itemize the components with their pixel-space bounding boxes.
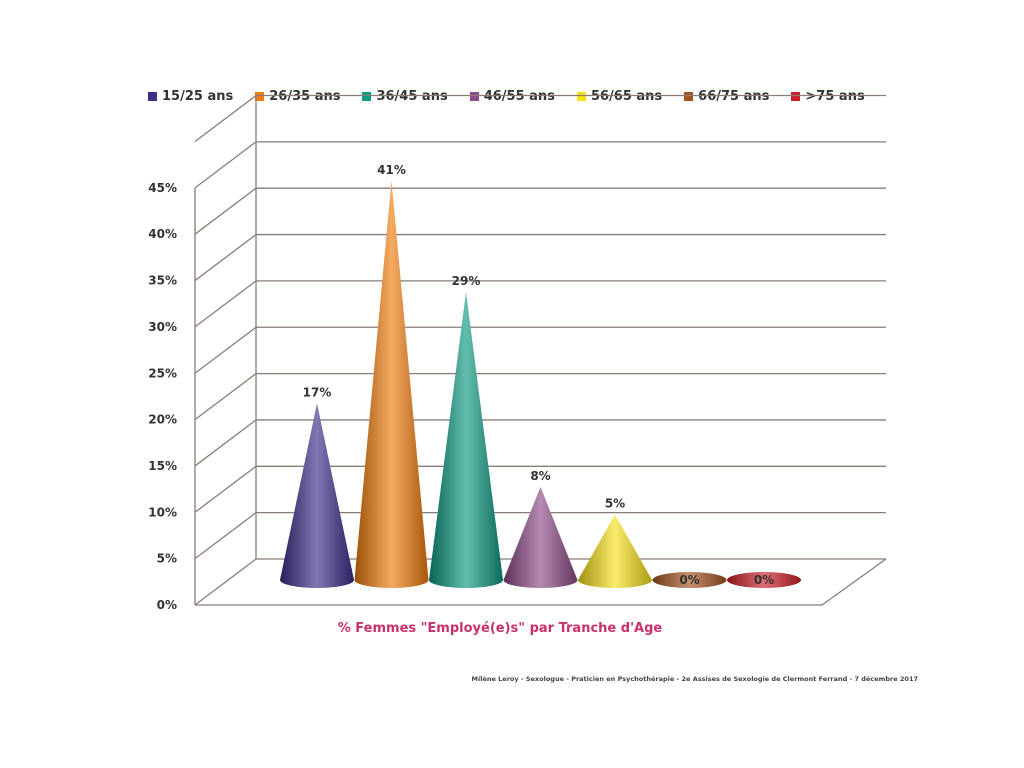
gridline-side: [194, 280, 257, 328]
gridline-side: [194, 373, 257, 421]
gridline-side: [194, 326, 257, 374]
chart-grid: [194, 94, 887, 606]
y-tick-label: 35%: [148, 274, 177, 288]
y-tick-label: 20%: [148, 413, 177, 427]
credit-footer: Mílène Leroy - Sexologue - Praticien en …: [471, 675, 918, 683]
y-tick-label: 10%: [148, 505, 177, 519]
cone-mark: [578, 514, 652, 588]
data-label: 29%: [452, 274, 481, 288]
y-tick-label: 45%: [148, 181, 177, 195]
data-label: 0%: [679, 573, 699, 587]
cone-mark: [354, 180, 429, 588]
gridline-side: [194, 465, 257, 513]
y-tick-label: 15%: [148, 459, 177, 473]
cone-series: [280, 180, 801, 588]
cone-base-mark: [727, 572, 801, 588]
data-labels: 17% 41% 29% 8% 5% 0% 0%: [303, 163, 775, 587]
floor-right-edge: [821, 558, 887, 606]
legend-label: 15/25 ans: [162, 88, 234, 104]
data-label: 8%: [530, 469, 550, 483]
x-axis-label: % Femmes "Employé(e)s" par Tranche d'Age: [337, 621, 663, 636]
data-label: 41%: [377, 163, 406, 177]
gridline-side: [194, 558, 257, 606]
legend-swatch: [148, 91, 157, 101]
data-label: 0%: [754, 573, 774, 587]
y-tick-label: 0%: [157, 598, 177, 612]
y-tick-label: 25%: [148, 366, 177, 380]
data-label: 17%: [303, 385, 332, 399]
gridline-side: [194, 419, 257, 467]
legend-item: 15/25 ans: [148, 89, 233, 104]
y-tick-label: 40%: [148, 227, 177, 241]
gridline-side: [194, 94, 257, 143]
gridline-side: [194, 234, 257, 282]
y-axis-ticks: 0% 5% 10% 15% 20% 25% 30% 35% 40% 45%: [148, 181, 177, 612]
gridline-side: [194, 141, 257, 189]
data-label: 5%: [605, 497, 625, 511]
y-tick-label: 30%: [148, 320, 177, 334]
cone-mark: [503, 486, 578, 588]
gridline-side: [194, 512, 257, 560]
cone-mark: [280, 403, 354, 588]
y-tick-label: 5%: [157, 552, 177, 566]
cone-mark: [429, 292, 503, 588]
gridline-side: [194, 187, 257, 235]
cone-base-mark: [652, 572, 727, 588]
